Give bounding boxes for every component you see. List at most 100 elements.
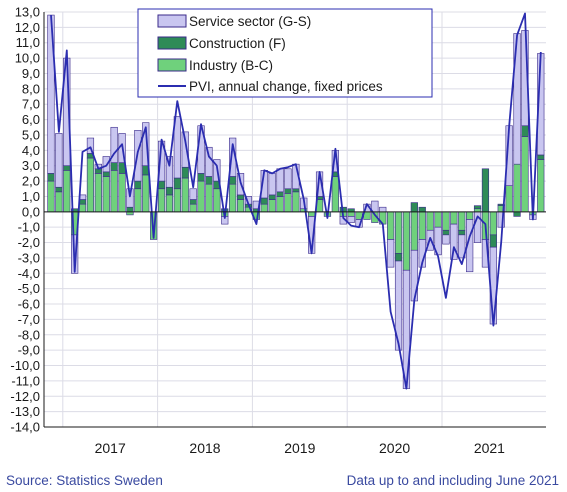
legend-label-service: Service sector (G-S) [189,14,311,29]
bar-service [189,188,197,200]
y-tick-label: 10,0 [15,51,40,66]
legend-label-construction: Construction (F) [189,36,286,51]
y-tick-label: -9,0 [18,343,40,358]
y-tick-label: -2,0 [18,235,40,250]
bar-construction [537,154,545,160]
bar-service [126,188,134,208]
bar-service [387,239,395,268]
bar-construction [173,177,181,190]
bar-industry [134,188,142,213]
x-tick-label: 2017 [95,440,126,456]
y-tick-label: -8,0 [18,327,40,342]
bar-construction [189,199,197,205]
bar-construction [489,234,497,248]
y-tick-label: -7,0 [18,312,40,327]
bar-industry [387,211,395,240]
bar-service [86,137,95,154]
axis [43,12,546,428]
bar-service [458,234,466,259]
bar-construction [157,180,166,190]
bar-construction [229,176,237,185]
legend-box [137,8,433,98]
bar-construction [513,211,521,217]
y-tick-label: 2,0 [22,174,40,189]
bar-industry [205,183,213,213]
bar-service [165,156,174,188]
bar-construction [181,166,189,179]
bar-construction [473,205,482,210]
bar-industry [236,199,245,213]
bar-service [379,206,387,213]
bar-construction [394,253,403,262]
bar-industry [521,136,529,213]
bar-service [410,249,418,302]
data-note: Data up to and including June 2021 [346,473,559,488]
bar-industry [292,191,300,213]
bar-industry [284,193,292,213]
bar-industry [110,170,118,213]
y-tick-label: -5,0 [18,281,40,296]
bar-service [450,223,458,260]
bar-industry [142,174,150,213]
bar-industry [189,203,197,213]
x-tick-label: 2020 [379,440,410,456]
bar-industry [157,188,166,213]
y-tick-label: -1,0 [18,220,40,235]
bar-industry [410,211,418,251]
bar-construction [102,171,110,177]
y-tick-label: 8,0 [22,81,40,96]
bar-construction [410,202,418,213]
bar-service [110,126,118,163]
legend-label-pvi: PVI, annual change, fixed prices [189,79,383,94]
bar-service [442,234,450,245]
bar-service [181,131,189,168]
y-tick-label: 12,0 [15,20,40,35]
bar-industry [276,196,284,213]
y-tick-label: 13,0 [15,5,40,20]
bar-construction [284,188,292,194]
bar-industry [308,211,316,217]
y-tick-label: -3,0 [18,250,40,265]
bar-industry [505,185,513,213]
bar-construction [126,206,134,213]
bar-service [268,173,276,196]
legend: Service sector (G-S) Construction (F) In… [137,8,433,98]
y-tick-label: 7,0 [22,97,40,112]
bar-industry [260,203,268,213]
bar-industry [118,173,126,213]
bar-industry [229,183,237,213]
y-tick-label: 6,0 [22,112,40,127]
bar-service [173,116,181,179]
bar-construction [481,168,490,213]
bar-industry [331,176,339,213]
bar-industry [466,211,474,220]
bar-construction [47,173,55,182]
bar-industry [102,176,110,213]
bar-industry [86,157,95,213]
bar-service [481,239,490,268]
y-tick-label: -12,0 [10,389,40,404]
bar-industry [434,211,442,228]
bar-industry [394,211,403,254]
x-ticks: 2017 2018 2019 2020 2021 [95,440,506,456]
bar-construction [268,194,276,200]
bar-industry [442,211,450,231]
y-tick-label: 1,0 [22,189,40,204]
bar-construction [276,191,284,197]
line-layer [50,12,542,390]
bar-industry [165,194,174,213]
bar-service [347,216,355,223]
y-tick-label: 4,0 [22,143,40,158]
bar-construction [236,194,245,200]
bar-layer [47,14,545,389]
bar-construction [458,229,466,236]
bar-service [47,14,55,174]
y-ticks: 13,012,011,010,09,08,07,06,05,04,03,02,0… [10,5,40,435]
bar-service [276,168,284,193]
y-tick-label: 0,0 [22,204,40,219]
x-tick-label: 2021 [474,440,505,456]
bar-service [371,200,379,213]
y-tick-label: -10,0 [10,358,40,373]
bar-industry [418,211,426,240]
